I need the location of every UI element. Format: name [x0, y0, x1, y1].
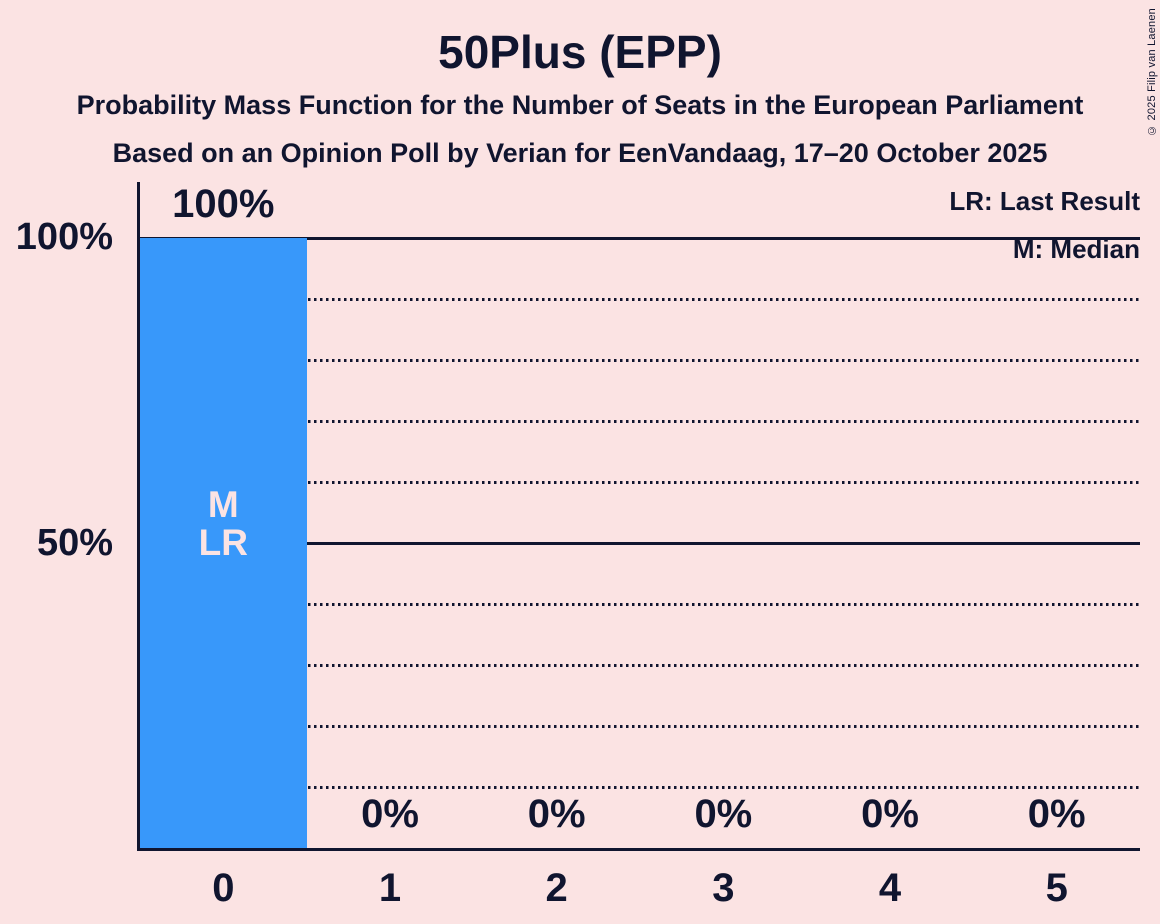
chart-title: 50Plus (EPP): [438, 26, 722, 78]
x-tick-3: 3: [712, 866, 735, 910]
gridline-70: [140, 420, 1140, 423]
y-axis-line: [137, 182, 140, 851]
gridline-90: [140, 298, 1140, 301]
last-result-marker: LR: [198, 521, 248, 563]
bar-column-4: 0%: [807, 238, 974, 848]
gridline-20: [140, 725, 1140, 728]
bar-columns: 100% M LR 0% 0% 0% 0%: [140, 182, 1140, 848]
bar-value-label: 0%: [861, 792, 919, 836]
bar-value-label: 0%: [694, 792, 753, 836]
median-marker: M: [207, 483, 239, 525]
x-axis-line: [137, 848, 1140, 851]
copyright-notice: © 2025 Filip van Laenen: [1146, 8, 1158, 136]
gridline-50: [140, 542, 1140, 545]
gridline-10: [140, 786, 1140, 789]
chart-subtitle: Probability Mass Function for the Number…: [76, 90, 1084, 120]
chart-poll-info: Based on an Opinion Poll by Verian for E…: [112, 138, 1048, 168]
legend-median: M: Median: [1012, 234, 1140, 264]
bar-value-label: 0%: [1027, 792, 1086, 836]
plot-area: 100% M LR 0% 0% 0% 0%: [140, 182, 1140, 848]
gridline-40: [140, 603, 1140, 606]
bar-column-2: 0%: [473, 238, 640, 848]
y-axis-label-100: 100%: [15, 216, 113, 258]
legend-last-result: LR: Last Result: [949, 186, 1140, 216]
gridline-30: [140, 664, 1140, 667]
bar-seats-0: M LR: [140, 238, 307, 848]
y-axis-label-50: 50%: [36, 522, 113, 564]
x-tick-5: 5: [1045, 866, 1068, 910]
gridline-80: [140, 359, 1140, 362]
bar-value-label: 100%: [172, 182, 275, 226]
gridline-60: [140, 481, 1140, 484]
bar-column-0: 100% M LR: [140, 182, 307, 848]
x-axis-tick-labels: 0 1 2 3 4 5: [140, 866, 1140, 910]
bar-column-3: 0%: [640, 238, 807, 848]
bar-column-1: 0%: [307, 238, 474, 848]
x-tick-4: 4: [878, 866, 902, 910]
bar-value-label: 0%: [361, 792, 419, 836]
x-tick-0: 0: [212, 866, 235, 910]
bar-annotation-median-lastresult: M LR: [140, 483, 307, 563]
bar-column-5: 0%: [973, 238, 1140, 848]
gridline-100: [140, 237, 1140, 240]
bar-value-label: 0%: [527, 792, 586, 836]
x-tick-2: 2: [545, 866, 568, 910]
x-tick-1: 1: [378, 866, 402, 910]
